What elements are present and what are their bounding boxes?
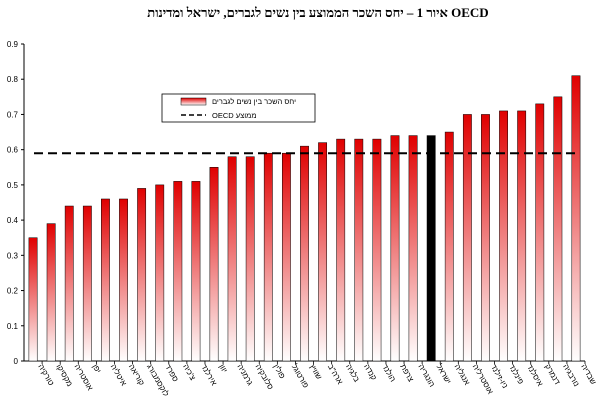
x-tick-label: שבדיה <box>579 363 598 387</box>
x-tick-label: ארה"ב <box>326 363 345 386</box>
y-axis: 0 0.1 0.2 0.3 0.4 0.5 0.6 0.7 0.8 0.9 <box>7 40 24 366</box>
chart-title: איור 1 – יחס השכר הממוצע בין נשים לגברים… <box>147 5 488 20</box>
x-tick-label: מקסיקו <box>54 363 74 389</box>
y-tick-label: 0.9 <box>7 40 19 49</box>
bar <box>82 205 92 362</box>
x-tick-label: פורטוגל <box>290 363 311 390</box>
bar <box>245 156 255 362</box>
x-tick-label: הולנד <box>380 363 397 384</box>
x-tick-label: טורקיה <box>36 363 55 388</box>
bar <box>281 152 291 362</box>
bar <box>318 142 328 362</box>
bar <box>481 114 490 362</box>
bar <box>408 135 418 362</box>
x-tick-label: קנדה <box>362 363 378 383</box>
bar <box>191 181 201 362</box>
bar <box>354 138 364 362</box>
bar <box>444 131 454 362</box>
bar <box>137 188 147 362</box>
x-tick-label: הונגריה <box>416 363 436 389</box>
x-tick-label: צ'כיה <box>181 363 198 383</box>
bar <box>227 156 237 362</box>
bar <box>46 223 56 362</box>
y-tick-label: 0.5 <box>7 181 19 190</box>
x-tick-label: נורבגיה <box>561 363 581 389</box>
x-tick-label: ספרד <box>163 363 180 384</box>
legend-bar-swatch <box>180 97 207 106</box>
legend: יחס השכר בין נשים לגברים OECD ממוצע <box>161 93 316 123</box>
x-tick-label: יוון <box>217 363 229 375</box>
legend-average-label: OECD ממוצע <box>212 111 256 120</box>
y-tick-label: 0.8 <box>7 75 19 84</box>
x-tick-label: גרמניה <box>235 363 255 388</box>
x-tick-label: קוריאה <box>127 363 147 388</box>
x-tick-label: אירלנד <box>199 363 218 388</box>
x-tick-label: איטליה <box>109 363 129 388</box>
bar-highlight <box>426 135 436 362</box>
bar <box>155 184 165 362</box>
bar <box>64 205 74 362</box>
x-tick-label: פינלנד <box>507 363 526 386</box>
bar <box>300 145 309 362</box>
bar <box>101 198 110 362</box>
bar <box>209 167 219 362</box>
x-tick-label: איסלנד <box>525 363 545 388</box>
bar <box>517 110 527 362</box>
x-tick-label: ישראל <box>434 363 452 386</box>
x-tick-label: שוויץ <box>308 363 324 382</box>
x-tick-label: אנגליה <box>453 363 472 387</box>
legend-series-label: יחס השכר בין נשים לגברים <box>212 97 296 106</box>
bar <box>28 237 38 362</box>
y-tick-label: 0.6 <box>7 146 19 155</box>
bar <box>173 181 183 362</box>
y-tick-label: 0.3 <box>7 251 19 260</box>
bar <box>553 96 563 362</box>
bar <box>263 152 273 362</box>
bar <box>571 75 581 362</box>
y-tick-label: 0.4 <box>7 216 19 225</box>
bar <box>535 103 545 362</box>
bar <box>336 138 346 362</box>
x-tick-label: פולין <box>272 363 288 381</box>
x-tick-label: דנמרק <box>543 363 562 387</box>
bar <box>390 135 400 362</box>
bar <box>119 198 128 362</box>
bar-series <box>28 75 581 362</box>
y-tick-label: 0.7 <box>7 110 19 119</box>
y-tick-label: 0.2 <box>7 287 19 296</box>
x-tick-label: יפן <box>91 363 103 375</box>
x-tick-label: צרפת <box>398 363 416 384</box>
y-tick-label: 0.1 <box>7 322 19 331</box>
bar <box>372 138 382 362</box>
y-tick-label: 0 <box>14 357 19 366</box>
bar <box>462 114 472 362</box>
bar <box>499 110 508 362</box>
x-tick-label: בלגיה <box>344 363 361 384</box>
